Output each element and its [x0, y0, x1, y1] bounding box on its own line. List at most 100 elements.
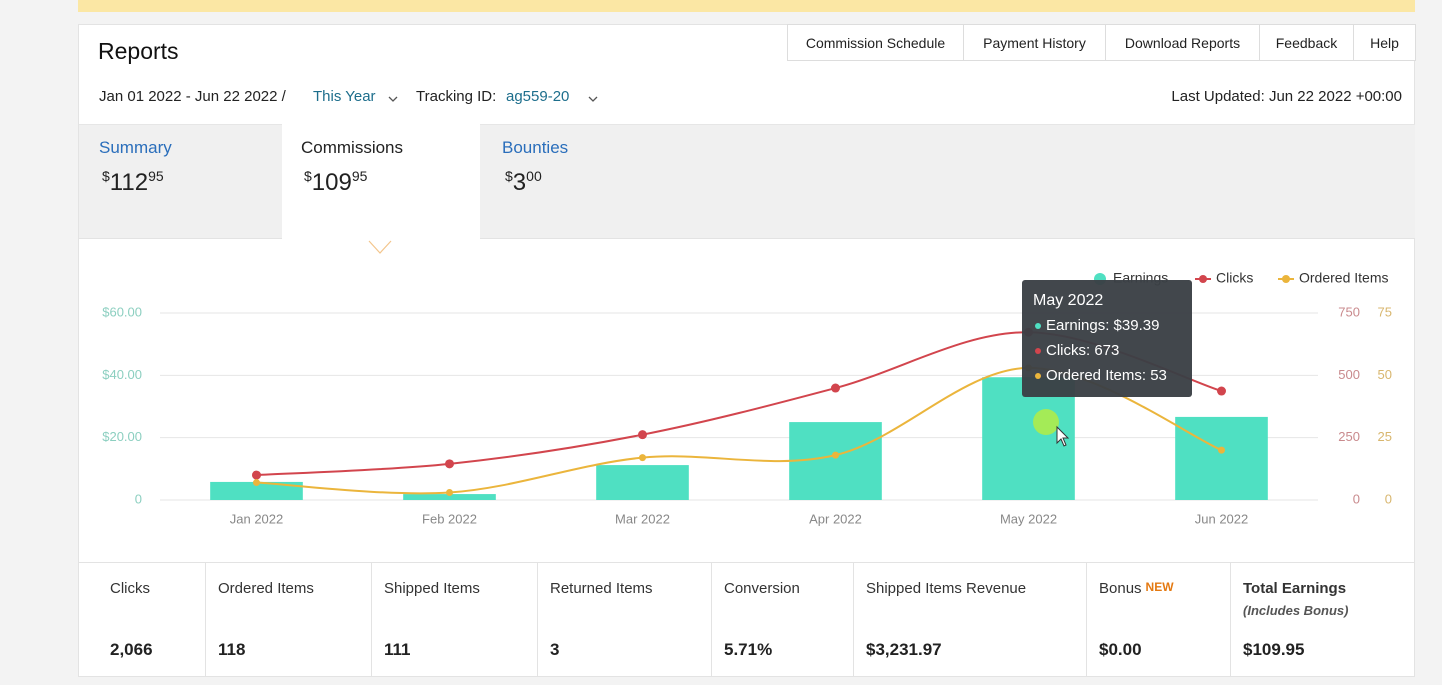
stat-header: Clicks [110, 580, 150, 597]
column-divider [853, 562, 854, 676]
tooltip-dot [1035, 373, 1041, 379]
tab-label[interactable]: Bounties [502, 138, 569, 157]
x-tick-label: May 2022 [1000, 511, 1057, 526]
stat-value: $109.95 [1243, 640, 1305, 659]
amount-whole: 3 [512, 169, 527, 196]
amount-cents: 95 [148, 168, 164, 184]
tab-label[interactable]: Commissions [301, 138, 404, 157]
chart: 0 $20.00 $40.00 $60.00 0 250 500 750 0 25 50 75 Jan … [102, 270, 1392, 527]
y2-tick-label: 0 [1353, 491, 1360, 506]
y-tick-label: 0 [135, 491, 142, 506]
point [445, 459, 454, 469]
tab-amount: $300 [505, 168, 542, 197]
tooltip-title: May 2022 [1033, 292, 1103, 309]
hover-cursor [1033, 409, 1059, 435]
x-tick-label: Mar 2022 [615, 511, 670, 526]
stat-header: Ordered Items [218, 580, 314, 597]
column-divider [1230, 562, 1231, 676]
notice-banner [78, 0, 1415, 12]
stat-label: Shipped Items Revenue [866, 580, 1027, 597]
stat-value: 111 [384, 640, 411, 659]
y2-tick-label: 500 [1338, 367, 1360, 382]
page-title: Reports [98, 38, 179, 64]
y3-tick-label: 25 [1378, 429, 1392, 444]
stat-label: Total Earnings [1243, 580, 1347, 597]
column-divider [371, 562, 372, 676]
bar [210, 481, 303, 500]
stat-value: 3 [550, 640, 560, 659]
point [253, 479, 260, 487]
point [252, 470, 261, 480]
y2-tick-label: 750 [1338, 304, 1360, 319]
amount-whole: 109 [311, 169, 352, 196]
column-divider [205, 562, 206, 676]
tooltip-box [1022, 280, 1192, 397]
stat-header: Shipped Items [384, 580, 480, 597]
column-divider [537, 562, 538, 676]
stat-header: Total Earnings [1243, 580, 1346, 597]
last-updated: Last Updated: Jun 22 2022 +00:00 [1171, 88, 1402, 105]
stat-label: Shipped Items [384, 580, 480, 597]
point [1218, 446, 1225, 454]
nav-button[interactable]: Payment History [963, 24, 1106, 61]
new-badge: NEW [1145, 580, 1174, 594]
x-tick-label: Feb 2022 [422, 511, 477, 526]
stats-table [79, 562, 1415, 677]
y-tick-label: $20.00 [102, 429, 142, 444]
legend-swatch [1282, 275, 1290, 283]
amount-cents: 00 [526, 168, 542, 184]
tooltip-dot [1035, 348, 1041, 354]
x-tick-label: Jan 2022 [230, 511, 284, 526]
y3-tick-label: 75 [1378, 304, 1392, 319]
stat-header: Returned Items [550, 580, 653, 597]
stat-value: 118 [218, 640, 246, 659]
currency: $ [102, 168, 110, 184]
caret [588, 96, 598, 102]
bar [789, 422, 882, 500]
bar [596, 465, 689, 500]
currency: $ [304, 168, 312, 184]
tab-bar [79, 124, 1415, 239]
stat-label: Bonus [1099, 580, 1142, 597]
caret [388, 96, 398, 102]
stat-label: Ordered Items [218, 580, 314, 597]
point [639, 454, 646, 462]
stat-note: (Includes Bonus) [1243, 603, 1349, 618]
stat-label: Returned Items [550, 580, 653, 597]
nav-button[interactable]: Help [1353, 24, 1416, 61]
tooltip-dot [1035, 323, 1041, 329]
point [446, 489, 453, 497]
y-tick-label: $60.00 [102, 304, 142, 319]
nav-button[interactable]: Feedback [1259, 24, 1354, 61]
tooltip-line: Earnings: $39.39 [1046, 317, 1159, 334]
tab-amount: $11295 [102, 168, 164, 197]
point [1217, 386, 1226, 396]
point [831, 383, 840, 393]
stat-header: Shipped Items Revenue [866, 580, 1026, 597]
bar [403, 494, 496, 500]
y3-tick-label: 50 [1378, 367, 1392, 382]
tracking-select[interactable]: ag559-20 [506, 88, 570, 105]
x-tick-label: Jun 2022 [1195, 511, 1249, 526]
mouse-pointer [1056, 425, 1070, 447]
point [832, 451, 839, 459]
y-tick-label: $40.00 [102, 367, 142, 382]
stat-value: $3,231.97 [866, 640, 942, 659]
point [638, 430, 647, 440]
legend-label: Ordered Items [1299, 270, 1388, 286]
stat-value: 2,066 [110, 640, 153, 659]
period-select[interactable]: This Year [313, 88, 376, 105]
tab-label[interactable]: Summary [99, 138, 172, 157]
bar [1175, 416, 1268, 500]
nav-button[interactable]: Download Reports [1105, 24, 1260, 61]
selected-tab [282, 124, 480, 241]
amount-whole: 112 [109, 169, 149, 196]
nav-button[interactable]: Commission Schedule [787, 24, 964, 61]
column-divider [1086, 562, 1087, 676]
currency: $ [505, 168, 513, 184]
tooltip-line: Ordered Items: 53 [1046, 367, 1167, 384]
y3-tick-label: 0 [1385, 491, 1392, 506]
stat-label: Conversion [724, 580, 800, 597]
column-divider [711, 562, 712, 676]
